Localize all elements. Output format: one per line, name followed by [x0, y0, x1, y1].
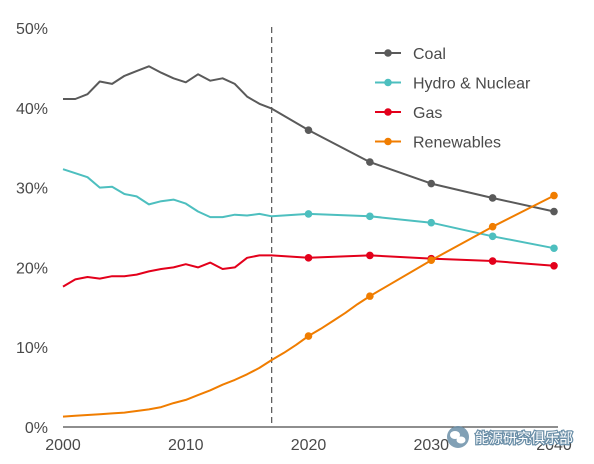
x-axis-ticks: 2000 2010 2020 2030 2040 — [45, 437, 572, 454]
legend-swatch-marker — [384, 49, 392, 57]
data-point-renewables — [366, 292, 374, 300]
data-point-gas — [550, 262, 558, 270]
data-point-hydro-nuclear — [488, 232, 497, 241]
y-tick-label: 50% — [16, 21, 48, 38]
legend-item-renewables: Renewables — [375, 135, 501, 152]
data-point-hydro-nuclear — [550, 244, 558, 253]
data-point-coal — [488, 194, 497, 202]
legend-swatch-marker — [384, 108, 392, 116]
data-point-coal — [550, 207, 558, 216]
series-line-coal — [63, 65, 555, 213]
legend-swatch-marker — [384, 78, 392, 87]
data-point-gas — [488, 257, 497, 265]
data-point-hydro-nuclear — [427, 218, 436, 227]
data-point-hydro-nuclear — [366, 212, 374, 221]
y-tick-label: 0% — [25, 420, 48, 437]
legend-item-coal: Coal — [375, 46, 446, 63]
x-tick-label: 2000 — [45, 437, 81, 454]
legend-swatch-marker — [384, 137, 392, 146]
legend-label: Hydro & Nuclear — [413, 76, 531, 93]
watermark: 能源研究俱乐部 — [447, 426, 574, 448]
data-point-renewables — [488, 222, 497, 231]
data-point-coal — [304, 126, 313, 134]
legend-item-hydro-nuclear: Hydro & Nuclear — [375, 76, 531, 93]
x-tick-label: 2010 — [168, 437, 204, 454]
data-point-renewables — [550, 191, 558, 200]
legend-item-gas: Gas — [375, 105, 442, 122]
y-tick-label: 40% — [16, 101, 48, 118]
data-point-renewables — [304, 332, 313, 340]
y-tick-label: 10% — [16, 340, 48, 357]
data-point-renewables — [427, 256, 436, 265]
legend: Coal Hydro & Nuclear Gas Renewables — [375, 46, 531, 152]
series-line-renewables — [62, 194, 555, 418]
watermark-text: 能源研究俱乐部 — [475, 431, 573, 447]
y-tick-label: 30% — [16, 181, 48, 198]
data-point-coal — [366, 158, 374, 166]
x-tick-label: 2020 — [291, 437, 327, 454]
data-point-coal — [427, 179, 436, 188]
series-line-gas — [62, 254, 555, 288]
data-point-gas — [366, 251, 374, 260]
y-tick-label: 20% — [16, 260, 48, 277]
legend-label: Gas — [413, 105, 442, 122]
x-tick-label: 2030 — [413, 437, 449, 454]
legend-label: Renewables — [413, 135, 501, 152]
data-point-gas — [304, 254, 313, 262]
y-axis-ticks: 0% 10% 20% 30% 40% 50% — [16, 21, 48, 437]
series-layer — [62, 65, 558, 418]
x-tick-label: 2040 — [536, 437, 572, 454]
legend-label: Coal — [413, 46, 446, 63]
series-line-hydro-nuclear — [62, 168, 555, 250]
data-point-hydro-nuclear — [304, 210, 313, 218]
wechat-icon — [447, 426, 469, 448]
